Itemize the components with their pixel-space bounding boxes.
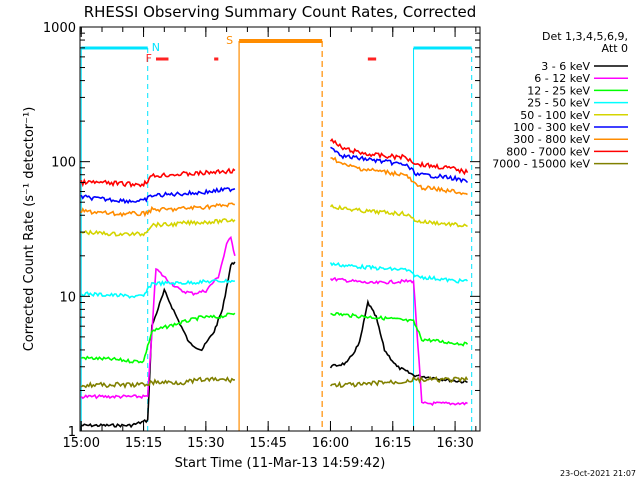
series-line (80, 376, 235, 389)
saa-flag-label: S (226, 34, 233, 47)
y-tick-label: 100 (51, 156, 76, 171)
chart-title: RHESSI Observing Summary Count Rates, Co… (84, 3, 477, 21)
x-axis: 15:00 15:15 15:30 15:45 16:00 16:15 16:30 (63, 27, 477, 451)
footer-timestamp: 23-Oct-2021 21:07 (560, 469, 636, 478)
series-line (329, 203, 468, 228)
flare-flag-label: F (146, 52, 152, 65)
legend-entry-label: 12 - 25 keV (527, 84, 590, 97)
series-line (329, 298, 468, 384)
series-line (330, 312, 469, 347)
night-flag-label: N (152, 41, 160, 54)
series-line (81, 261, 236, 429)
x-axis-label: Start Time (11-Mar-13 14:59:42) (175, 456, 386, 471)
series-line (330, 156, 468, 196)
series-line (80, 218, 236, 237)
y-axis: 1 10 100 1000 (43, 21, 480, 440)
legend-entry-label: 6 - 12 keV (534, 72, 590, 85)
legend-subtitle: Att 0 (602, 42, 628, 55)
x-tick-label: 15:15 (125, 436, 162, 451)
legend-entry-label: 3 - 6 keV (541, 60, 590, 73)
flag-layer: NF S (80, 34, 473, 431)
series-line (80, 235, 236, 400)
series-line (80, 202, 236, 218)
legend-entry-label: 50 - 100 keV (520, 109, 590, 122)
plot-frame (79, 26, 481, 432)
legend-entry-label: 300 - 800 keV (513, 133, 590, 146)
series-line (80, 278, 236, 299)
series-line (80, 312, 236, 364)
series-line (329, 375, 469, 389)
legend-entry-label: 7000 - 15000 keV (492, 158, 590, 171)
series-layer (80, 138, 469, 429)
x-tick-label: 15:30 (187, 436, 224, 451)
legend-entry-label: 25 - 50 keV (527, 97, 590, 110)
x-tick-label: 16:30 (436, 436, 473, 451)
legend-entry-label: 800 - 7000 keV (506, 145, 590, 158)
legend-title: Det 1,3,4,5,6,9, (542, 30, 628, 43)
legend-entry-label: 100 - 300 keV (513, 121, 590, 134)
series-line (329, 261, 469, 284)
y-axis-label: Corrected Count Rate (s⁻¹ detector⁻¹) (22, 107, 37, 352)
series-line (329, 276, 468, 407)
y-tick-label: 1 (68, 425, 76, 440)
series-line (80, 167, 236, 189)
y-tick-label: 10 (59, 290, 76, 305)
series-line (329, 138, 469, 176)
x-tick-label: 15:00 (63, 436, 100, 451)
series-line (330, 146, 469, 184)
y-tick-label: 1000 (43, 21, 76, 36)
x-tick-label: 16:00 (312, 436, 349, 451)
x-tick-label: 16:15 (374, 436, 411, 451)
x-tick-label: 15:45 (249, 436, 286, 451)
series-line (80, 186, 236, 205)
